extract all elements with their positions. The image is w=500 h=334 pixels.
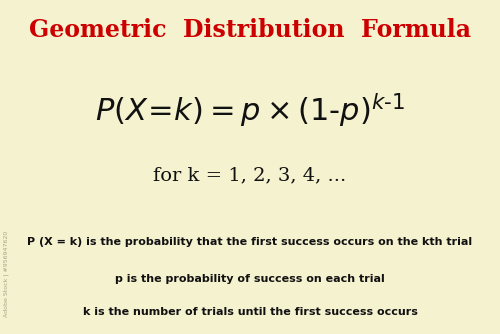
Text: for k = 1, 2, 3, 4, ...: for k = 1, 2, 3, 4, ... <box>154 166 346 184</box>
Text: $P(X\!=\!k) = p \times (1\text{-}p)^{k\text{-}1}$: $P(X\!=\!k) = p \times (1\text{-}p)^{k\t… <box>95 91 405 129</box>
Text: p is the probability of success on each trial: p is the probability of success on each … <box>115 274 385 284</box>
Text: k is the number of trials until the first success occurs: k is the number of trials until the firs… <box>82 307 417 317</box>
Text: Adobe Stock | #956947620: Adobe Stock | #956947620 <box>4 231 10 317</box>
Text: Geometric  Distribution  Formula: Geometric Distribution Formula <box>29 18 471 42</box>
Text: P (X = k) is the probability that the first success occurs on the kth trial: P (X = k) is the probability that the fi… <box>28 237 472 247</box>
